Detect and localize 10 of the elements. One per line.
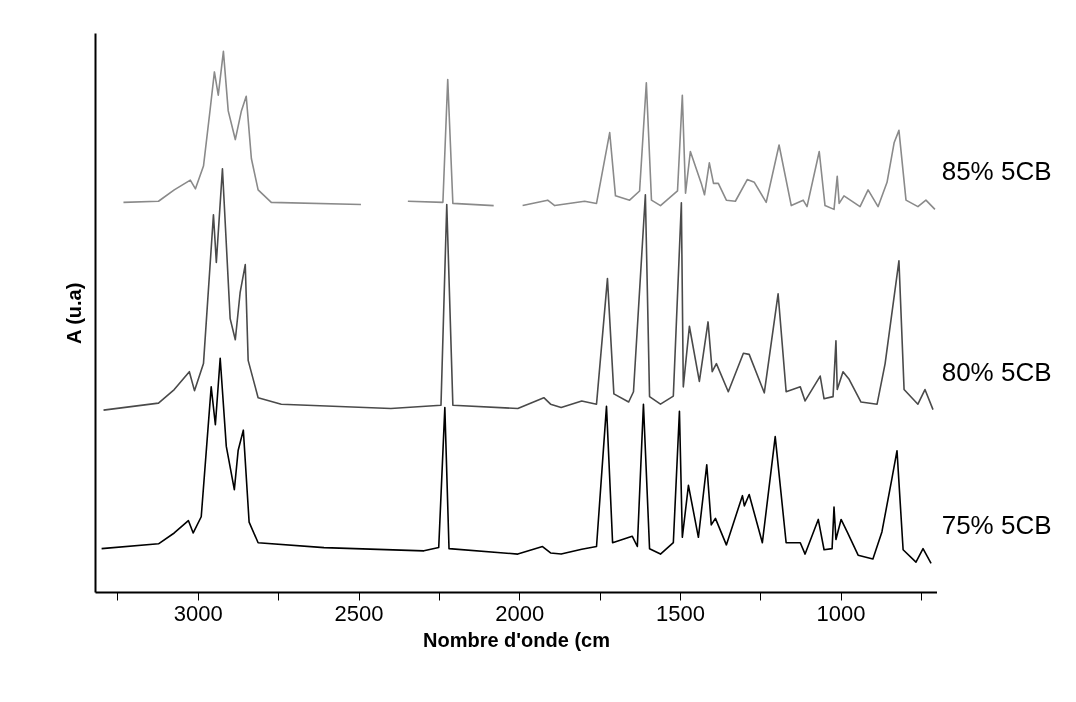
- series-label: 80% 5CB: [941, 356, 1052, 387]
- x-tick-label: 2000: [495, 600, 545, 626]
- y-axis-title: A (u.a): [62, 282, 85, 345]
- series-label: 75% 5CB: [941, 510, 1052, 541]
- x-axis-title: Nombre d'onde (cm: [423, 628, 610, 651]
- series-label: 85% 5CB: [941, 156, 1052, 187]
- x-tick-label: 2500: [334, 600, 384, 626]
- x-tick-label: 1000: [816, 600, 866, 626]
- x-tick-label: 3000: [173, 600, 223, 626]
- x-tick-label: 1500: [655, 600, 705, 626]
